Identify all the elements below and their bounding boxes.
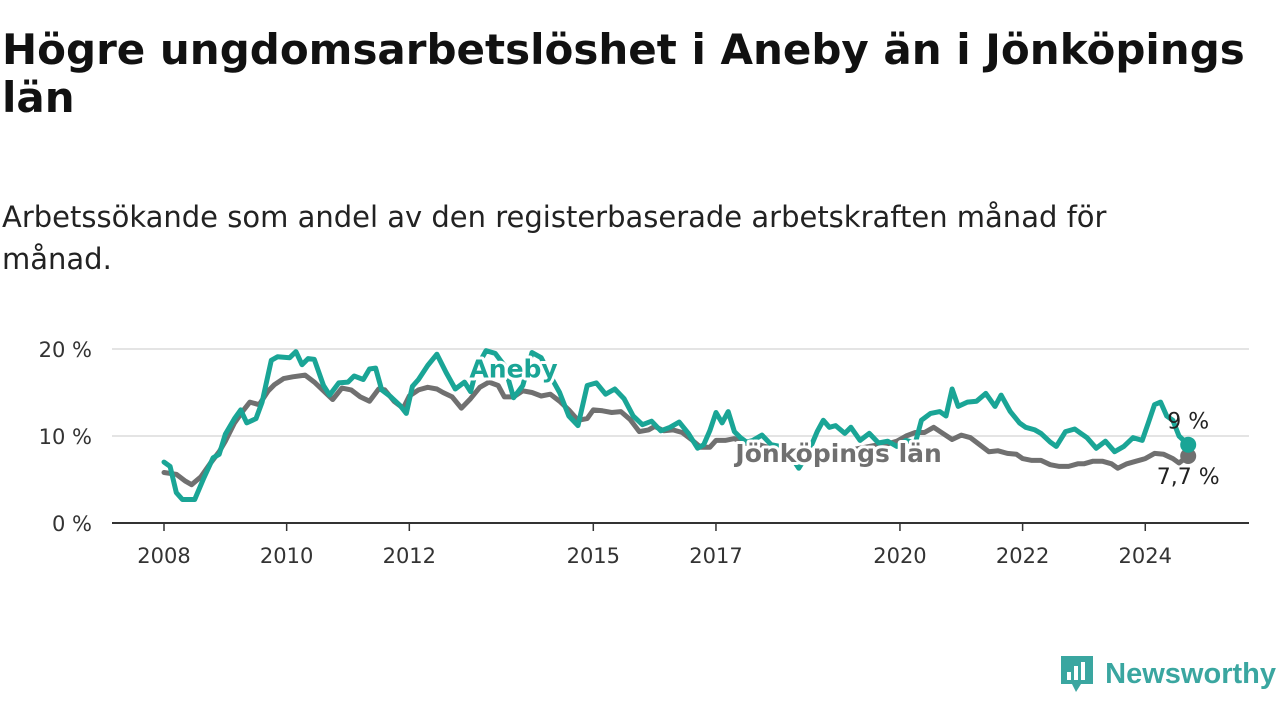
series-label-halo-j-nk-pings-l-n: Jönköpings län — [733, 439, 941, 468]
y-tick-label: 20 % — [39, 338, 92, 362]
series-label-halo-aneby: Aneby — [469, 355, 557, 384]
x-tick-label: 2008 — [137, 544, 190, 568]
chart-title: Högre ungdomsarbetslöshet i Aneby än i J… — [2, 25, 1245, 122]
series-label-aneby: Aneby — [469, 355, 557, 384]
series-layer — [161, 348, 1197, 502]
newsworthy-brand[interactable]: Newsworthy — [1059, 652, 1276, 696]
end-label-jonkopings-lan: 7,7 % — [1157, 465, 1220, 490]
chart-bubble-icon — [1061, 656, 1094, 692]
line-chart: 0 % 10 % 20 % 2008 2010 2012 2015 2017 2020 2022… — [39, 338, 1249, 568]
y-tick-label: 10 % — [39, 425, 92, 449]
brand-name: Newsworthy — [1105, 657, 1276, 690]
x-tick-label: 2012 — [383, 544, 436, 568]
series-label-j-nk-pings-l-n: Jönköpings län — [733, 439, 941, 468]
x-axis: 2008 2010 2012 2015 2017 2020 2022 2024 — [112, 522, 1249, 568]
x-tick-label: 2020 — [873, 544, 926, 568]
chart-subtitle: Arbetssökande som andel av den registerb… — [2, 200, 1107, 276]
series-line-j-nk-pings-l-n — [161, 372, 1191, 488]
end-label-aneby: 9 % — [1167, 410, 1209, 435]
y-tick-label: 0 % — [52, 512, 92, 536]
series-line-aneby — [161, 348, 1191, 502]
x-tick-label: 2017 — [689, 544, 742, 568]
x-tick-label: 2010 — [260, 544, 313, 568]
end-point-j-nk-pings-l-n — [1180, 448, 1197, 465]
x-tick-label: 2015 — [567, 544, 620, 568]
x-tick-label: 2024 — [1119, 544, 1172, 568]
x-tick-label: 2022 — [996, 544, 1049, 568]
end-point-aneby — [1180, 436, 1197, 453]
grid-layer: 0 % 10 % 20 % — [39, 338, 1249, 536]
